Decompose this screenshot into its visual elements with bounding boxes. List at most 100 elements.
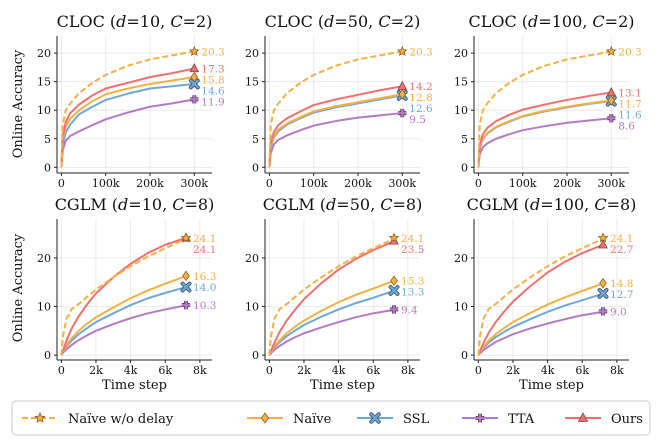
- legend-marker-naive: [260, 412, 270, 424]
- end-value-label: 16.3: [193, 271, 216, 283]
- end-marker-naive_wo_delay: [605, 45, 617, 56]
- end-value-label: 14.2: [409, 81, 432, 93]
- panel-title: CGLM (d=100, C=8): [467, 195, 637, 214]
- x-tick-label: 4k: [124, 364, 138, 377]
- x-tick-label: 4k: [541, 364, 555, 377]
- x-axis-label: Time step: [519, 378, 584, 393]
- end-marker-ours: [606, 87, 617, 97]
- panel-1: 0 100k 200k 300k 0 5 10 15 20 CLOC (d=10, C=2) 20.…: [37, 12, 225, 190]
- end-value-label: 14.0: [193, 282, 216, 294]
- end-marker-tta: [598, 307, 608, 316]
- x-tick-label: 300k: [597, 177, 625, 190]
- x-tick-label: 200k: [136, 177, 164, 190]
- y-tick-label: 15: [245, 76, 259, 89]
- y-axis-label: Online Accuracy: [11, 233, 26, 342]
- panel-6: 0 2k 4k 6k 8k 0 10 20 CGLM (d=100, C=8) Time step…: [454, 195, 636, 393]
- y-tick-label: 20: [454, 252, 468, 265]
- series-line-naive: [60, 274, 187, 356]
- legend-label: Naïve: [293, 412, 332, 427]
- end-marker-naive: [390, 275, 398, 287]
- y-tick-label: 15: [454, 76, 468, 89]
- y-tick-label: 20: [37, 252, 51, 265]
- end-value-label: 12.6: [409, 103, 433, 115]
- x-tick-label: 6k: [158, 364, 172, 377]
- legend-label: TTA: [508, 412, 535, 427]
- x-tick-label: 8k: [401, 364, 415, 377]
- legend-item-ssl: SSL: [357, 412, 430, 427]
- end-marker-ours: [397, 80, 408, 90]
- x-tick-label: 8k: [610, 364, 624, 377]
- x-tick-label: 100k: [509, 177, 537, 190]
- x-tick-label: 6k: [366, 364, 380, 377]
- panel-title: CGLM (d=10, C=8): [55, 195, 215, 214]
- end-value-label: 24.1: [401, 233, 424, 245]
- end-marker-tta: [190, 95, 199, 104]
- y-tick-label: 15: [37, 76, 51, 89]
- end-value-label: 24.1: [610, 233, 633, 245]
- legend-item-naive: Naïve: [247, 412, 332, 427]
- y-tick-label: 0: [461, 349, 468, 362]
- series-line-naive: [477, 99, 612, 168]
- end-value-label: 14.8: [610, 278, 633, 290]
- y-tick-label: 10: [245, 104, 259, 117]
- series-line-naive_wo_delay: [268, 50, 403, 168]
- legend-label: Ours: [611, 412, 643, 427]
- y-tick-label: 10: [37, 104, 51, 117]
- legend-item-tta: TTA: [462, 412, 535, 427]
- end-value-label: 13.1: [618, 88, 641, 100]
- series-line-naive_wo_delay: [268, 237, 395, 356]
- x-tick-label: 6k: [575, 364, 589, 377]
- end-marker-ssl: [597, 287, 609, 299]
- end-marker-tta: [389, 305, 399, 314]
- x-tick-label: 100k: [300, 177, 328, 190]
- legend-item-naive_wo_delay: Naïve w/o delay: [22, 411, 174, 427]
- panel-title: CGLM (d=50, C=8): [263, 195, 423, 214]
- end-marker-naive_wo_delay: [396, 45, 408, 56]
- legend-marker-tta: [475, 413, 485, 423]
- end-value-label: 9.4: [401, 304, 418, 316]
- end-value-label: 20.3: [409, 46, 432, 58]
- end-marker-naive: [190, 71, 199, 83]
- x-tick-label: 0: [475, 177, 482, 190]
- y-tick-label: 20: [245, 47, 259, 60]
- end-marker-ours: [189, 63, 200, 73]
- series-line-naive_wo_delay: [477, 50, 612, 168]
- end-value-label: 11.9: [201, 97, 224, 109]
- series-line-ssl: [268, 289, 395, 356]
- end-value-label: 20.3: [201, 46, 224, 58]
- end-value-label: 10.3: [193, 300, 216, 312]
- end-marker-naive: [607, 95, 616, 106]
- series-line-naive_wo_delay: [60, 237, 187, 356]
- end-value-label: 20.3: [618, 46, 641, 58]
- series-line-ours: [477, 243, 604, 356]
- y-tick-label: 10: [37, 301, 51, 314]
- series-line-ours: [60, 67, 195, 168]
- x-tick-label: 0: [58, 177, 65, 190]
- end-value-label: 9.0: [610, 306, 627, 318]
- y-tick-label: 20: [245, 252, 259, 265]
- end-marker-ours: [598, 239, 608, 249]
- end-marker-naive: [182, 270, 190, 282]
- x-tick-label: 300k: [388, 177, 416, 190]
- end-marker-naive: [599, 277, 607, 289]
- end-value-label: 15.8: [201, 75, 224, 87]
- y-tick-label: 0: [252, 161, 259, 174]
- y-tick-label: 10: [454, 301, 468, 314]
- y-tick-label: 20: [37, 47, 51, 60]
- panel-5: 0 2k 4k 6k 8k 0 10 20 CGLM (d=50, C=8) Time step 2…: [245, 195, 424, 393]
- x-tick-label: 100k: [92, 177, 120, 190]
- x-tick-label: 200k: [344, 177, 372, 190]
- panel-2: 0 100k 200k 300k 0 5 10 15 20 CLOC (d=50, C=2) 20.…: [245, 12, 433, 190]
- x-tick-label: 200k: [553, 177, 581, 190]
- panel-title: CLOC (d=50, C=2): [265, 12, 421, 31]
- panel-title: CLOC (d=10, C=2): [57, 12, 213, 31]
- series-line-ssl: [60, 82, 195, 168]
- x-tick-label: 0: [58, 364, 65, 377]
- series-line-ours: [268, 240, 395, 356]
- panel-4: 0 2k 4k 6k 8k 0 10 20 CGLM (d=10, C=8) Time step 2…: [37, 195, 216, 393]
- x-tick-label: 0: [475, 364, 482, 377]
- x-tick-label: 2k: [297, 364, 311, 377]
- y-tick-label: 0: [44, 349, 51, 362]
- end-value-label: 24.1: [193, 244, 216, 256]
